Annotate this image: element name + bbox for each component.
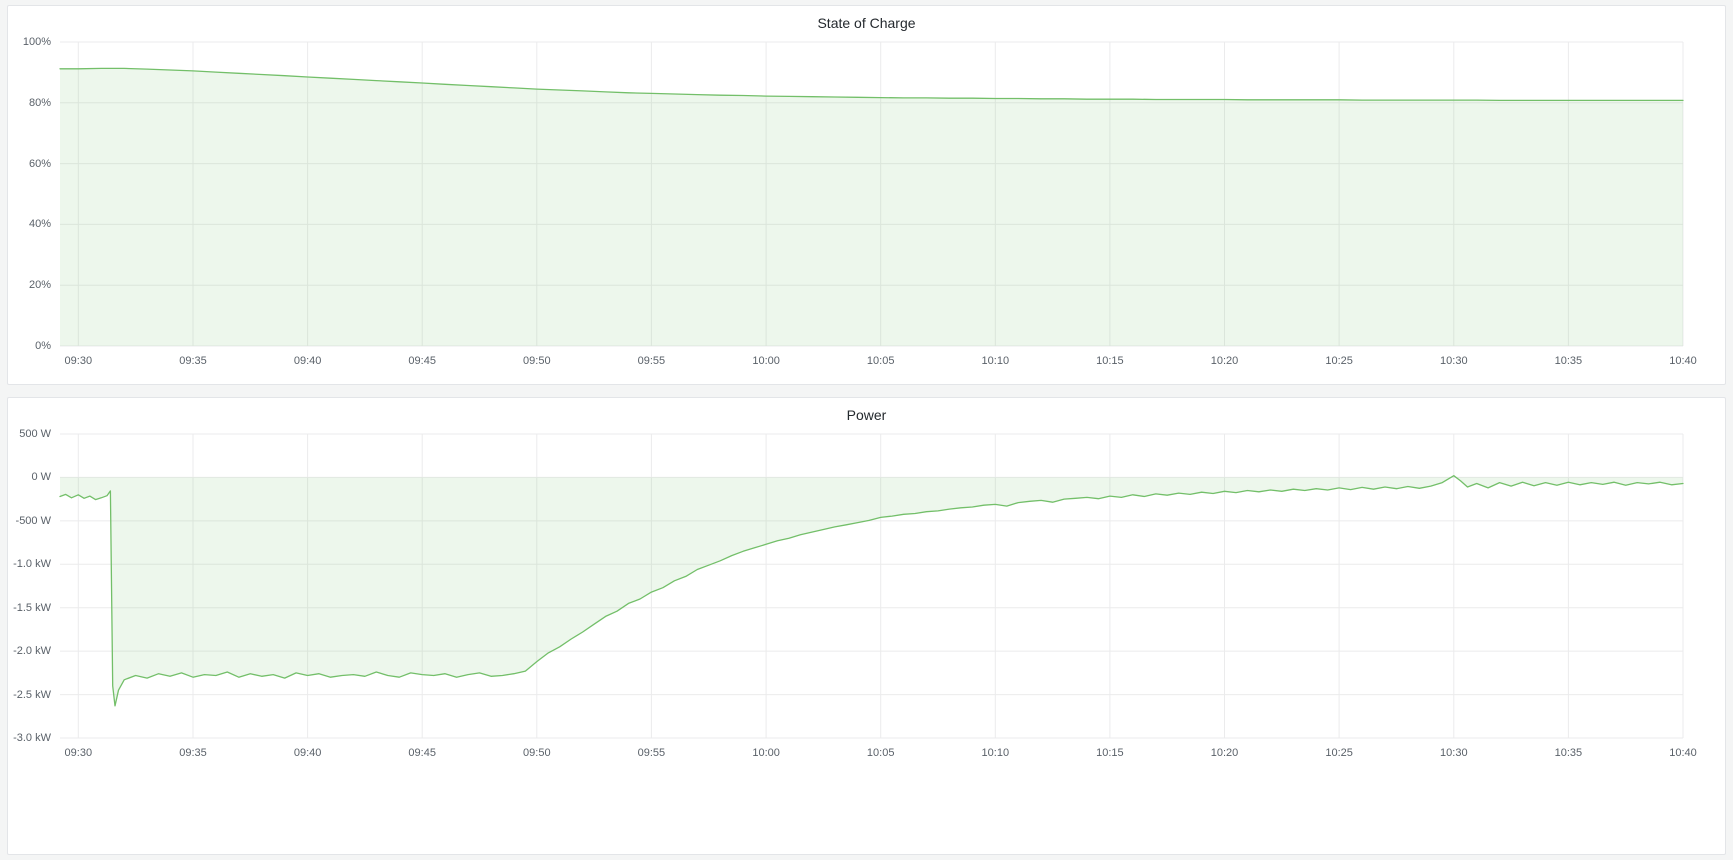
x-tick-label: 10:00 (752, 355, 780, 367)
x-tick-label: 09:50 (523, 355, 551, 367)
y-tick-label: -2.0 kW (13, 645, 51, 658)
y-tick-label: -500 W (15, 514, 51, 527)
y-tick-label: -3.0 kW (13, 732, 51, 744)
x-tick-label: 09:35 (179, 355, 207, 367)
y-tick-label: 100% (22, 36, 51, 48)
y-tick-label: -1.5 kW (13, 601, 51, 614)
x-tick-label: 09:45 (408, 355, 436, 367)
x-tick-label: 09:40 (293, 747, 322, 759)
x-tick-label: 10:05 (866, 355, 895, 367)
x-tick-label: 09:55 (637, 747, 666, 759)
power-chart[interactable]: 500 W 0 W -500 W -1.0 kW -1.5 kW -2.0 kW -2.5 … (8, 426, 1725, 768)
y-tick-label: 80% (28, 96, 51, 109)
state-of-charge-series-area (60, 68, 1683, 347)
x-tick-label: 10:25 (1325, 355, 1353, 367)
panel-state-of-charge: State of Charge 100% 80% 60% 40% 20% 0% 09:30 0… (7, 5, 1726, 385)
power-plot (59, 433, 1684, 739)
x-tick-label: 10:20 (1210, 747, 1239, 759)
x-tick-label: 10:10 (981, 747, 1010, 759)
x-tick-label: 10:30 (1440, 747, 1468, 759)
x-tick-label: 10:25 (1325, 747, 1353, 759)
state-of-charge-series-line (59, 67, 1684, 102)
state-of-charge-plot (59, 41, 1684, 347)
x-tick-label: 10:40 (1669, 355, 1697, 367)
y-tick-label: 0 W (31, 471, 51, 484)
x-tick-label: 10:40 (1669, 747, 1697, 759)
state-of-charge-chart[interactable]: 100% 80% 60% 40% 20% 0% 09:30 09:35 09:40 09:45 09… (8, 34, 1725, 376)
x-tick-label: 09:45 (408, 747, 436, 759)
x-tick-label: 09:30 (64, 747, 93, 759)
y-tick-label: 500 W (19, 428, 51, 440)
power-series-area (60, 475, 1683, 706)
y-tick-label: 60% (28, 157, 51, 170)
panel-title-power[interactable]: Power (846, 407, 887, 423)
panel-title-state-of-charge[interactable]: State of Charge (817, 15, 916, 31)
power-series-line (59, 475, 1684, 707)
x-tick-label: 10:20 (1210, 355, 1239, 367)
y-tick-label: -1.0 kW (13, 558, 51, 571)
y-tick-label: 0% (35, 340, 51, 352)
x-tick-label: 10:30 (1440, 355, 1468, 367)
y-tick-label: -2.5 kW (13, 688, 51, 701)
y-tick-label: 40% (28, 218, 51, 231)
x-tick-label: 10:35 (1554, 747, 1583, 759)
x-tick-label: 10:15 (1096, 747, 1124, 759)
x-tick-label: 10:15 (1096, 355, 1124, 367)
x-tick-label: 10:35 (1554, 355, 1583, 367)
x-tick-label: 09:30 (64, 355, 93, 367)
x-tick-label: 10:10 (981, 355, 1010, 367)
x-tick-label: 09:50 (523, 747, 551, 759)
panel-power: Power 500 W 0 W -500 W -1.0 kW -1.5 kW -2.0 k… (7, 397, 1726, 855)
x-tick-label: 09:40 (293, 355, 322, 367)
x-tick-label: 09:55 (637, 355, 666, 367)
x-tick-label: 10:05 (866, 747, 895, 759)
x-tick-label: 09:35 (179, 747, 207, 759)
x-tick-label: 10:00 (752, 747, 780, 759)
y-tick-label: 20% (28, 279, 51, 292)
